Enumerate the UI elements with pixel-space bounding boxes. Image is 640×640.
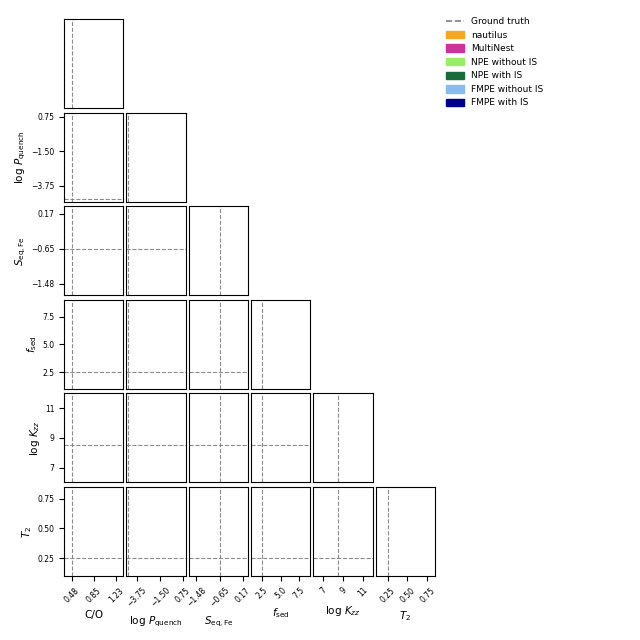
Legend: Ground truth, nautilus, MultiNest, NPE without IS, NPE with IS, FMPE without IS,: Ground truth, nautilus, MultiNest, NPE w…: [446, 17, 543, 108]
X-axis label: C/O: C/O: [84, 609, 103, 620]
X-axis label: $S_{\mathrm{eq,Fe}}$: $S_{\mathrm{eq,Fe}}$: [204, 614, 233, 628]
Y-axis label: log $K_{zz}$: log $K_{zz}$: [28, 420, 42, 456]
Y-axis label: log $P_{\mathrm{quench}}$: log $P_{\mathrm{quench}}$: [13, 131, 28, 184]
Y-axis label: $S_{\mathrm{eq,Fe}}$: $S_{\mathrm{eq,Fe}}$: [13, 236, 28, 266]
X-axis label: $f_{\mathrm{sed}}$: $f_{\mathrm{sed}}$: [272, 606, 290, 620]
Y-axis label: $f_{\mathrm{sed}}$: $f_{\mathrm{sed}}$: [26, 335, 40, 353]
X-axis label: $T_2$: $T_2$: [399, 610, 412, 623]
Y-axis label: $T_2$: $T_2$: [20, 525, 35, 538]
X-axis label: log $K_{zz}$: log $K_{zz}$: [325, 604, 361, 618]
X-axis label: log $P_{\mathrm{quench}}$: log $P_{\mathrm{quench}}$: [129, 614, 183, 628]
